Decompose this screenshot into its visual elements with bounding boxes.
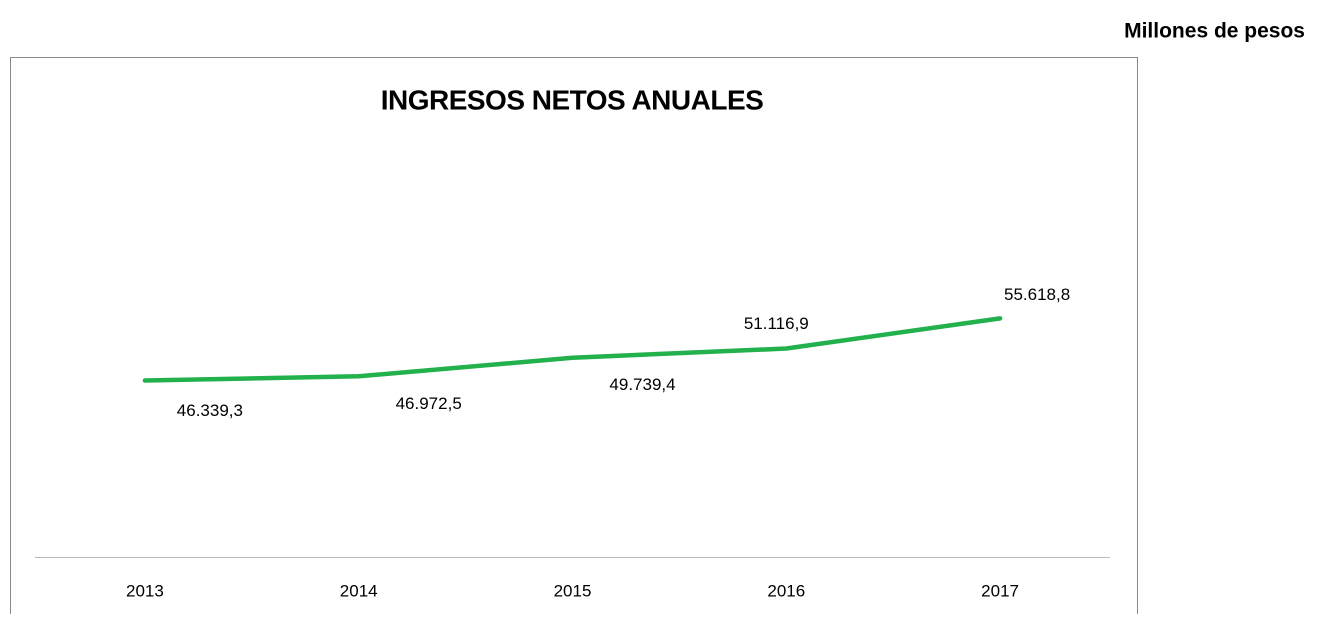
data-line bbox=[142, 316, 1003, 383]
x-tick-label: 2016 bbox=[767, 581, 805, 600]
x-tick-label: 2015 bbox=[554, 581, 592, 600]
data-label: 51.116,9 bbox=[744, 314, 809, 333]
data-label: 46.972,5 bbox=[396, 394, 462, 413]
data-label: 46.339,3 bbox=[177, 401, 243, 420]
x-tick-label: 2017 bbox=[981, 581, 1019, 600]
data-label: 55.618,8 bbox=[1004, 285, 1070, 304]
units-note: Millones de pesos bbox=[1124, 20, 1305, 43]
chart-frame bbox=[10, 57, 1138, 619]
x-tick-label: 2014 bbox=[340, 581, 378, 600]
chart-title: INGRESOS NETOS ANUALES bbox=[381, 84, 764, 115]
x-tick-label: 2013 bbox=[126, 581, 164, 600]
data-label: 49.739,4 bbox=[609, 375, 675, 394]
